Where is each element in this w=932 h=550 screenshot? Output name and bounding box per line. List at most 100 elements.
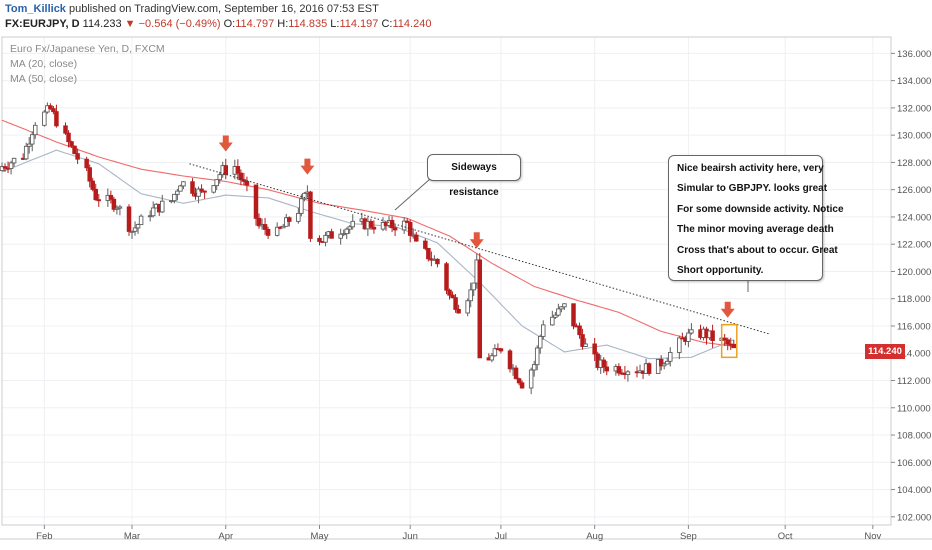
candle-body (571, 303, 576, 327)
candle-body (559, 306, 564, 310)
note-line: The minor moving average death (677, 224, 834, 235)
high-label: H: (277, 18, 289, 30)
y-tick-label: 102.000 (897, 512, 931, 523)
candle-body (244, 180, 250, 186)
candle-body (323, 234, 328, 243)
low-label: L: (330, 18, 340, 30)
candle-body (516, 378, 522, 384)
candle-body (471, 282, 476, 291)
candle-body (537, 335, 543, 349)
candle-body (280, 225, 286, 229)
candle-body (178, 185, 183, 192)
candle-body (138, 215, 144, 226)
trendline[interactable] (189, 163, 771, 335)
symbol[interactable]: FX:EURJPY, D (5, 18, 80, 30)
publish-info: published on TradingView.com, September … (69, 3, 379, 15)
candle-body (111, 198, 117, 210)
candle-body (51, 108, 56, 113)
candle-body (580, 334, 585, 347)
candle-body (75, 153, 80, 160)
candles (0, 102, 737, 395)
sell-arrow-icon (469, 232, 484, 249)
y-axis[interactable]: 136.000 134.000 132.000 130.000 128.000 126.0… (891, 49, 931, 523)
candle-body (550, 316, 555, 326)
candle-body (90, 180, 95, 190)
candle-body (235, 166, 241, 174)
x-axis[interactable]: Feb Mar Apr May Jun Jul Aug Sep Oct Nov (36, 525, 882, 542)
candle-body (625, 371, 631, 376)
candle-body (238, 172, 244, 181)
candle-body (202, 190, 207, 193)
x-tick-label: Aug (586, 531, 603, 542)
candle-body (117, 206, 123, 209)
candle-body (435, 258, 440, 265)
y-tick-label: 104.000 (897, 485, 931, 496)
ma20-line (1, 149, 735, 360)
sell-arrows (218, 135, 738, 359)
candle-body (583, 343, 588, 347)
candle-body (87, 167, 92, 182)
x-tick-label: Feb (36, 531, 52, 542)
candle-body (132, 227, 138, 232)
high-value: 114.835 (288, 18, 328, 30)
candle-body (160, 200, 165, 213)
candle-body (453, 297, 458, 310)
candle-body (172, 193, 177, 202)
candle-body (308, 191, 313, 239)
candle-body (710, 330, 715, 341)
y-tick-label: 116.000 (897, 321, 931, 332)
candle-body (211, 185, 216, 193)
y-tick-label: 106.000 (897, 458, 931, 469)
ma50-line (1, 119, 734, 347)
candle-body (592, 343, 597, 355)
candle-body (29, 134, 35, 145)
candle-body (450, 294, 455, 299)
last-price: 114.233 (82, 18, 122, 30)
candle-body (368, 220, 374, 228)
callout-leader (394, 178, 431, 211)
candle-body (8, 162, 14, 170)
sell-arrow-icon (300, 158, 315, 175)
candle-body (456, 308, 461, 314)
price-change: −0.564 (−0.49%) (138, 18, 221, 30)
candle-body (217, 174, 222, 181)
x-tick-label: Jul (495, 531, 507, 542)
candle-body (477, 259, 483, 359)
y-tick-label: 130.000 (897, 131, 931, 142)
candle-body (389, 219, 395, 229)
author-link[interactable]: Tom_Killick (5, 3, 66, 15)
candle-body (169, 200, 174, 203)
candle-body (426, 247, 431, 260)
sideways-resistance-callout[interactable]: Sideways resistance (427, 154, 521, 198)
candle-body (223, 165, 229, 175)
quote-line: FX:EURJPY, D 114.233 ▼ −0.564 (−0.49%) O… (5, 18, 431, 30)
candle-body (0, 166, 5, 172)
open-value: 114.797 (235, 18, 275, 30)
candle-body (513, 367, 519, 380)
y-tick-label: 112.000 (897, 376, 931, 387)
ma50-path (1, 119, 734, 347)
candle-body (444, 263, 449, 291)
y-tick-label: 128.000 (897, 158, 931, 169)
publish-line: Tom_Killick published on TradingView.com… (5, 3, 379, 15)
candle-body (175, 190, 180, 195)
ma20-path (1, 149, 735, 360)
candle-body (392, 227, 398, 231)
candle-body (283, 217, 289, 227)
candle-body (731, 343, 737, 349)
candle-body (214, 179, 219, 187)
candle-body (528, 369, 534, 389)
y-tick-label: 118.000 (897, 294, 931, 305)
candle-body (404, 220, 410, 223)
candle-body (302, 192, 307, 200)
close-label: C: (381, 18, 393, 30)
analysis-note-callout[interactable]: Nice beairsh activity here, very Simular… (668, 155, 844, 281)
candle-body (338, 233, 343, 239)
candle-body (468, 289, 473, 302)
candle-body (686, 332, 691, 342)
candle-body (341, 233, 346, 236)
candle-body (256, 217, 262, 227)
x-tick-label: Mar (124, 531, 140, 542)
legend-title: Euro Fx/Japanese Yen, D, FXCM (10, 43, 165, 55)
